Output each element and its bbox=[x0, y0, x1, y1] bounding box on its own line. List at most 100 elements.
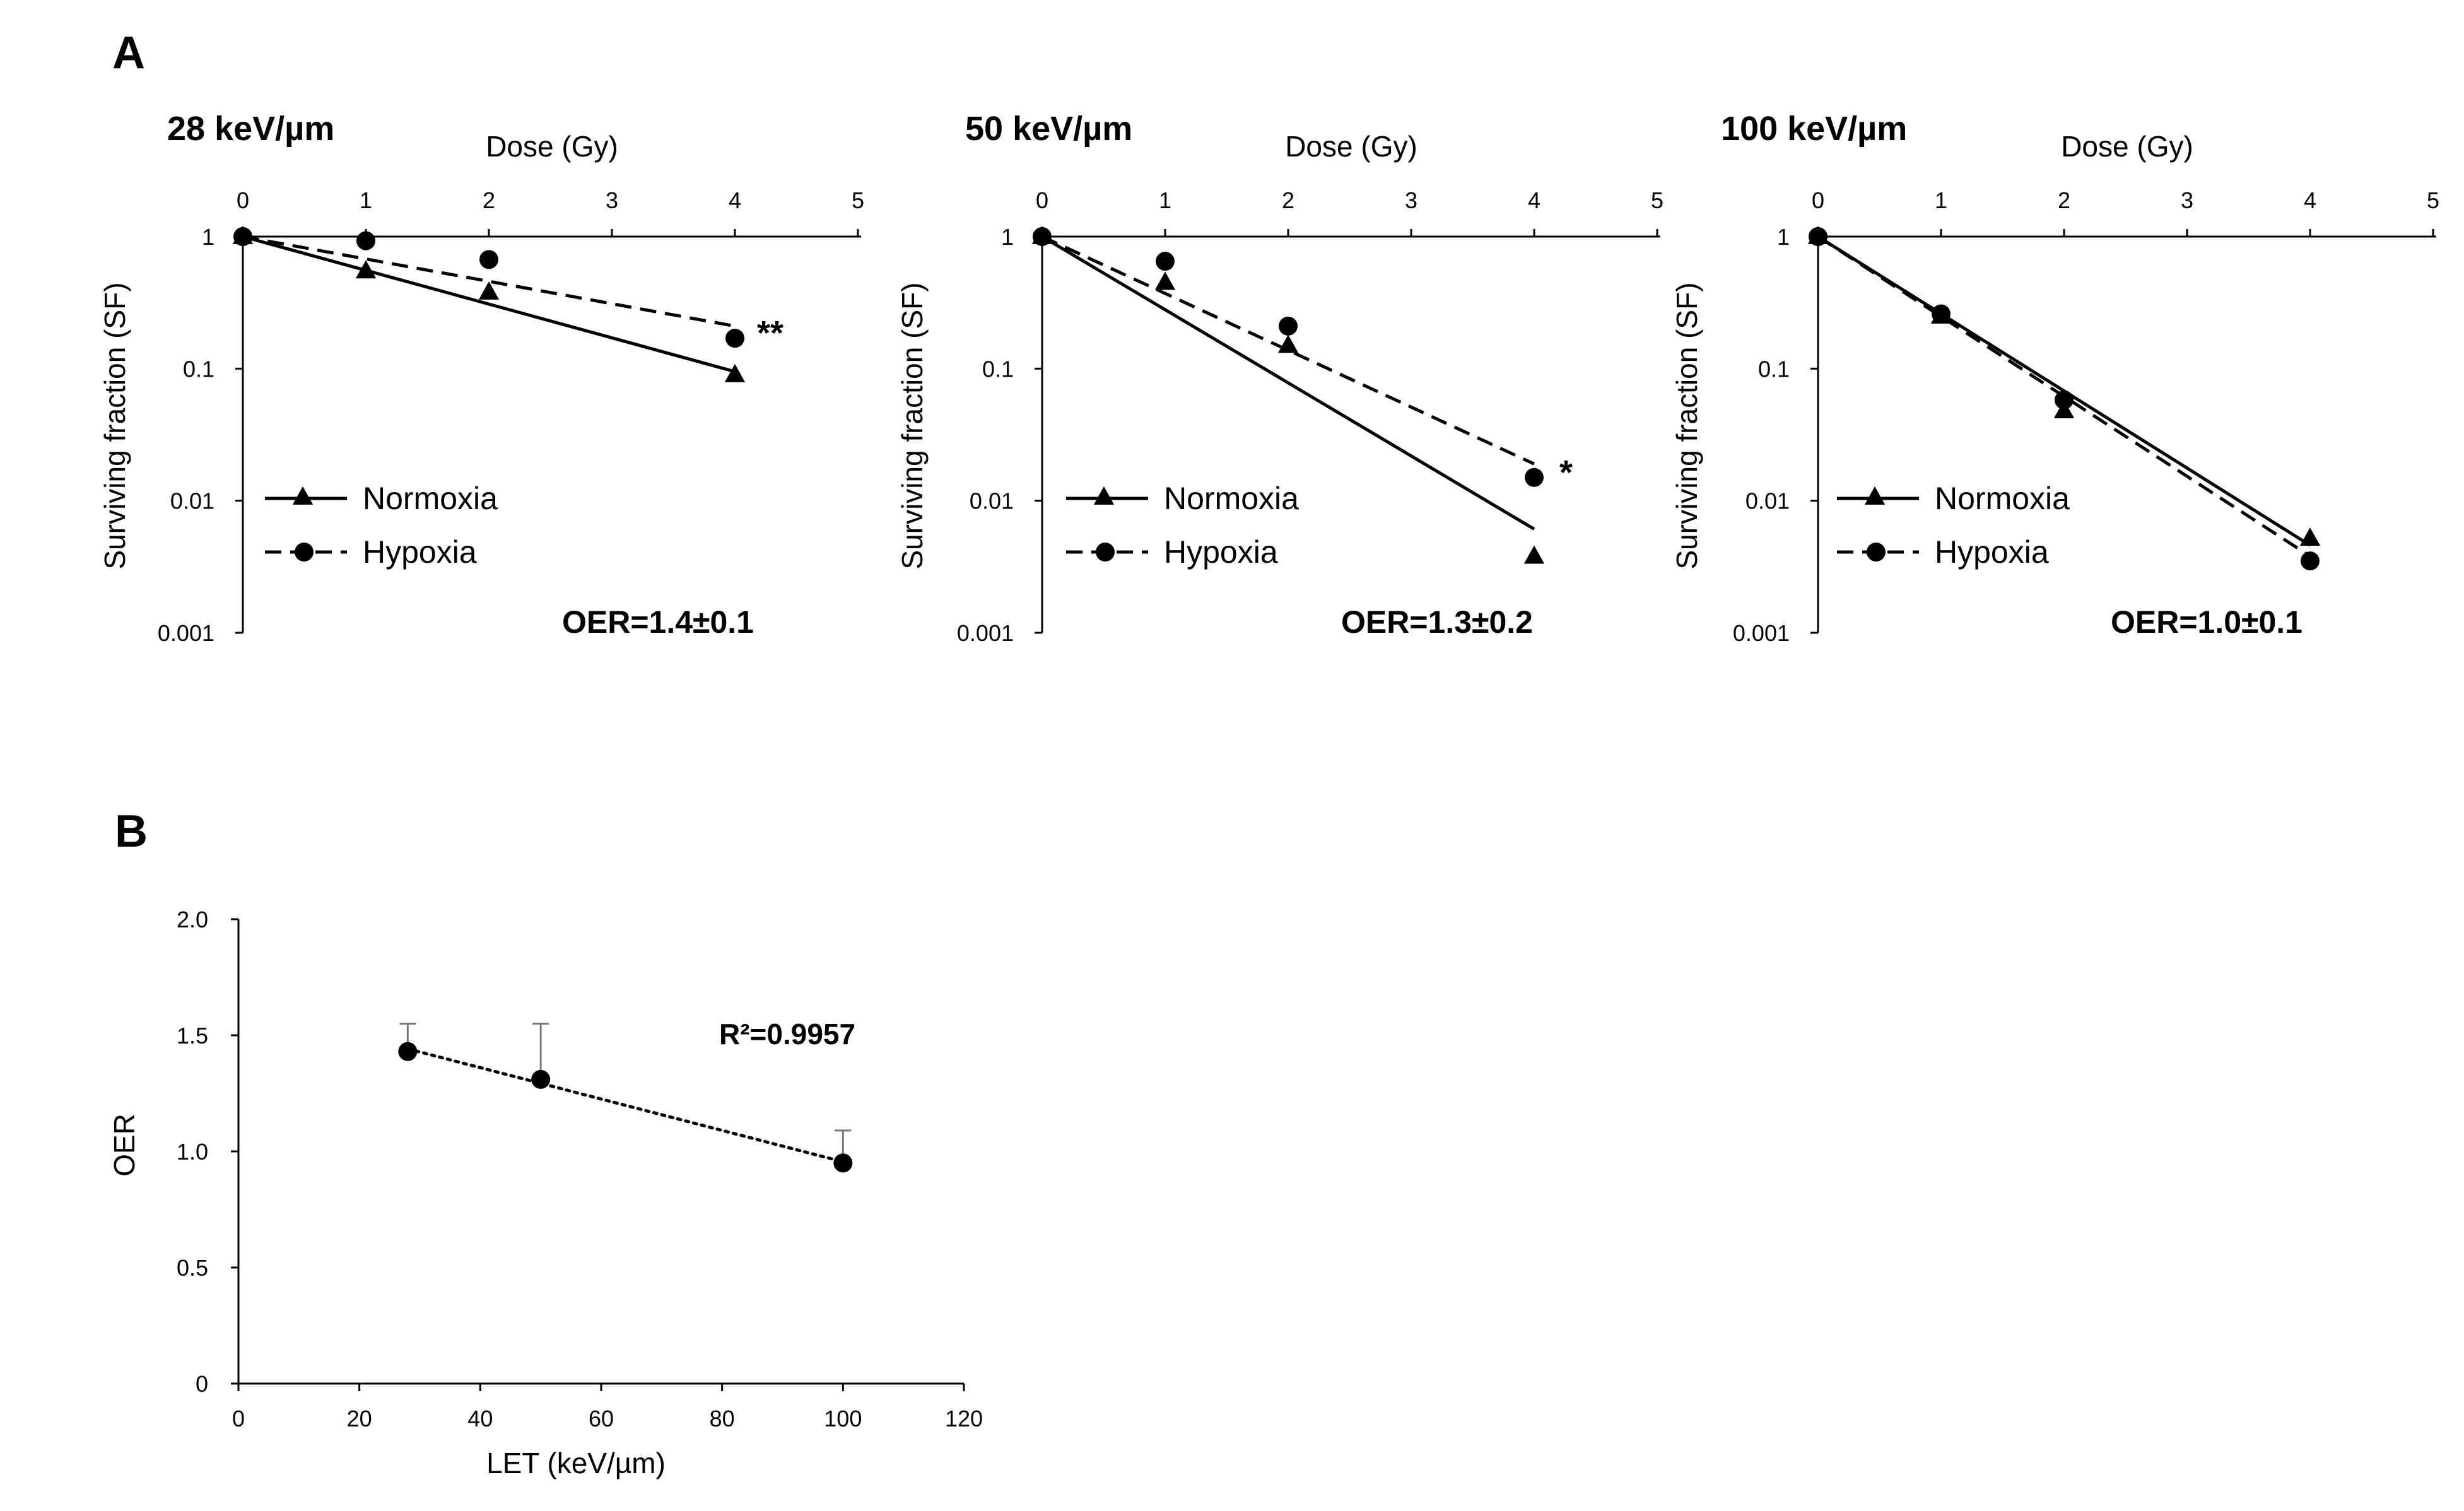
x-tick-label: 2 bbox=[483, 187, 495, 213]
trend-line bbox=[406, 1047, 845, 1163]
y-tick-label: 0.001 bbox=[957, 620, 1014, 646]
y-tick-label: 0.1 bbox=[982, 356, 1014, 382]
x-axis-title: Dose (Gy) bbox=[1285, 130, 1417, 163]
hypoxia-point bbox=[1525, 467, 1544, 487]
x-tick-label: 1 bbox=[360, 187, 372, 213]
normoxia-point bbox=[1154, 271, 1176, 290]
oer-point bbox=[398, 1042, 418, 1061]
x-tick-label: 4 bbox=[1528, 187, 1540, 213]
normoxia-point bbox=[724, 363, 746, 382]
x-tick-label: 3 bbox=[2181, 187, 2193, 213]
normoxia-point bbox=[1277, 334, 1299, 353]
x-tick-label: 4 bbox=[729, 187, 741, 213]
panel-subtitle: 28 keV/µm bbox=[167, 110, 334, 148]
y-tick-label: 0.01 bbox=[970, 488, 1014, 514]
y-tick-label: 0.01 bbox=[170, 488, 214, 514]
oer-vs-let-chart: 0 20 40 60 80 100 120 2.0 1.5 1.0 0.5 0 LET (keV/µm)… bbox=[108, 907, 983, 1479]
x-tick-label: 0 bbox=[1812, 187, 1824, 213]
x-axis-title: Dose (Gy) bbox=[486, 130, 618, 163]
legend-normoxia-marker bbox=[1093, 486, 1115, 505]
x-tick-label: 0 bbox=[232, 1406, 245, 1432]
normoxia-point bbox=[2299, 527, 2321, 546]
legend-normoxia-marker bbox=[1864, 486, 1886, 505]
y-tick-label: 0.01 bbox=[1745, 488, 1790, 514]
x-tick-label: 40 bbox=[467, 1406, 493, 1432]
significance-marker: ** bbox=[757, 314, 783, 352]
panel-a-label: A bbox=[112, 28, 145, 78]
legend-normoxia-label: Normoxia bbox=[1935, 481, 2070, 516]
hypoxia-point bbox=[233, 227, 252, 246]
hypoxia-point bbox=[2301, 551, 2320, 571]
normoxia-point bbox=[478, 281, 500, 300]
hypoxia-point bbox=[1279, 316, 1298, 336]
y-tick-label: 1 bbox=[1777, 224, 1790, 250]
legend-hypoxia-label: Hypoxia bbox=[1935, 534, 2049, 570]
x-tick-label: 5 bbox=[852, 187, 864, 213]
y-tick-label: 1 bbox=[1001, 224, 1014, 250]
x-tick-label: 80 bbox=[710, 1406, 735, 1432]
y-tick-label: 0.1 bbox=[183, 356, 214, 382]
hypoxia-fit-line bbox=[242, 235, 736, 328]
survival-chart-100: 100 keV/µm Dose (Gy) Surviving fraction (S… bbox=[1670, 110, 2439, 646]
x-axis-title: Dose (Gy) bbox=[2061, 130, 2193, 163]
survival-chart-28: 28 keV/µm Dose (Gy) Surviving fraction (SF… bbox=[98, 110, 864, 646]
hypoxia-point bbox=[1809, 227, 1827, 246]
panel-subtitle: 50 keV/µm bbox=[965, 110, 1132, 148]
hypoxia-point bbox=[479, 250, 498, 269]
x-tick-label: 100 bbox=[824, 1406, 862, 1432]
y-tick-label: 0.001 bbox=[158, 620, 214, 646]
normoxia-point bbox=[355, 260, 377, 279]
y-axis-title: Surviving fraction (SF) bbox=[896, 282, 929, 569]
panel-subtitle: 100 keV/µm bbox=[1721, 110, 1907, 148]
survival-chart-50: 50 keV/µm Dose (Gy) Surviving fraction (SF… bbox=[896, 110, 1663, 646]
panel-b-label: B bbox=[115, 806, 148, 857]
x-tick-label: 2 bbox=[2058, 187, 2070, 213]
r-squared-annotation: R²=0.9957 bbox=[719, 1018, 855, 1050]
legend-hypoxia-label: Hypoxia bbox=[1164, 534, 1278, 570]
oer-annotation: OER=1.4±0.1 bbox=[562, 604, 754, 640]
y-tick-label: 1 bbox=[202, 224, 214, 250]
x-tick-label: 0 bbox=[237, 187, 249, 213]
oer-annotation: OER=1.3±0.2 bbox=[1341, 604, 1533, 640]
x-tick-label: 5 bbox=[1651, 187, 1663, 213]
legend-hypoxia-marker bbox=[295, 543, 314, 561]
normoxia-fit-line bbox=[242, 235, 736, 373]
hypoxia-point bbox=[1156, 252, 1175, 271]
legend-hypoxia-label: Hypoxia bbox=[363, 534, 477, 570]
x-tick-label: 1 bbox=[1159, 187, 1171, 213]
y-tick-label: 0.1 bbox=[1758, 356, 1790, 382]
normoxia-fit-line bbox=[1041, 235, 1535, 531]
oer-annotation: OER=1.0±0.1 bbox=[2111, 604, 2303, 640]
legend-normoxia-label: Normoxia bbox=[1164, 481, 1299, 516]
y-tick-label: 0.001 bbox=[1733, 620, 1790, 646]
significance-marker: * bbox=[1559, 454, 1573, 491]
oer-point bbox=[531, 1069, 551, 1089]
y-tick-label: 2.0 bbox=[177, 907, 208, 932]
x-tick-label: 3 bbox=[1405, 187, 1417, 213]
legend-normoxia-marker bbox=[292, 486, 314, 505]
x-tick-label: 20 bbox=[347, 1406, 372, 1432]
hypoxia-fit-line bbox=[1041, 235, 1535, 466]
x-tick-label: 2 bbox=[1282, 187, 1294, 213]
y-tick-label: 1.5 bbox=[177, 1023, 208, 1049]
legend-normoxia-label: Normoxia bbox=[363, 481, 498, 516]
hypoxia-point bbox=[2055, 390, 2074, 409]
y-axis-title: Surviving fraction (SF) bbox=[98, 282, 131, 569]
hypoxia-point bbox=[1932, 304, 1951, 324]
y-tick-label: 1.0 bbox=[177, 1139, 208, 1165]
x-tick-label: 0 bbox=[1036, 187, 1048, 213]
y-tick-label: 0.5 bbox=[177, 1255, 208, 1281]
x-tick-label: 5 bbox=[2427, 187, 2439, 213]
hypoxia-point bbox=[725, 329, 744, 348]
legend-hypoxia-marker bbox=[1096, 543, 1115, 561]
y-axis-title: Surviving fraction (SF) bbox=[1670, 282, 1703, 569]
hypoxia-point bbox=[356, 231, 375, 250]
x-tick-label: 4 bbox=[2304, 187, 2316, 213]
x-tick-label: 120 bbox=[945, 1406, 983, 1432]
x-tick-label: 1 bbox=[1935, 187, 1947, 213]
oer-point bbox=[833, 1153, 853, 1173]
x-axis-title: LET (keV/µm) bbox=[486, 1447, 666, 1479]
x-tick-label: 60 bbox=[589, 1406, 614, 1432]
y-tick-label: 0 bbox=[196, 1371, 208, 1397]
